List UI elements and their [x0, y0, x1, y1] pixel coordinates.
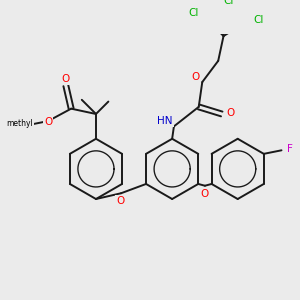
Text: methyl: methyl: [6, 119, 33, 128]
Text: Cl: Cl: [254, 15, 264, 25]
Text: HN: HN: [157, 116, 173, 126]
Text: O: O: [226, 108, 235, 118]
Text: O: O: [44, 117, 52, 127]
Text: O: O: [191, 72, 199, 82]
Text: O: O: [62, 74, 70, 84]
Text: Cl: Cl: [224, 0, 234, 6]
Text: F: F: [287, 144, 293, 154]
Text: Cl: Cl: [188, 8, 199, 18]
Text: O: O: [116, 196, 124, 206]
Text: O: O: [200, 189, 208, 199]
